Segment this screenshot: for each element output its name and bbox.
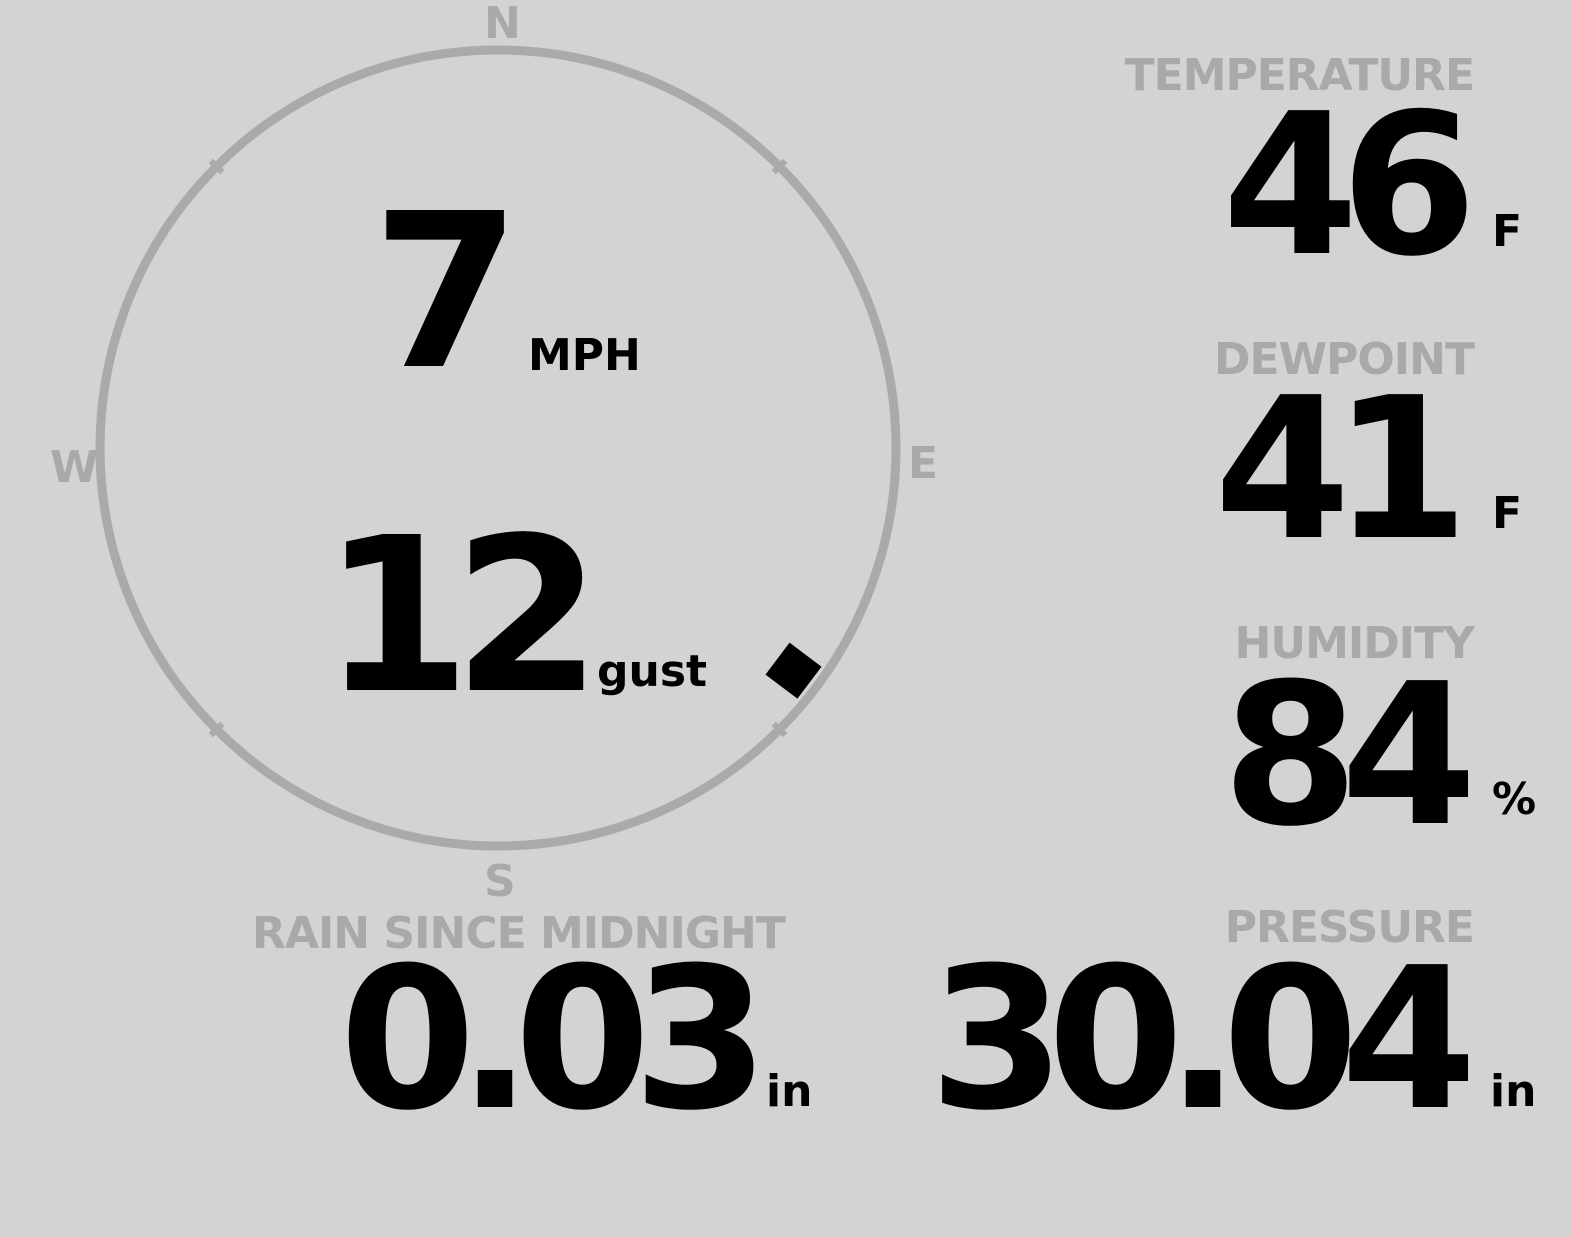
temperature-value: 46 (1222, 72, 1477, 300)
dewpoint-label: DEWPOINT (1214, 334, 1475, 385)
humidity-value: 84 (1222, 642, 1477, 870)
compass-tick (771, 721, 788, 738)
pressure-label: PRESSURE (1224, 902, 1475, 953)
wind-gust-unit: gust (597, 646, 708, 697)
humidity-label: HUMIDITY (1234, 618, 1475, 669)
wind-gust-value: 12 (322, 492, 602, 741)
rain-label: RAIN SINCE MIDNIGHT (252, 908, 786, 959)
compass-w: W (50, 442, 99, 493)
dewpoint-value: 41 (1214, 356, 1469, 584)
dewpoint-unit: F (1492, 488, 1523, 539)
compass-s: S (484, 856, 516, 907)
compass-tick (771, 158, 788, 175)
wind-speed-value: 7 (372, 168, 521, 417)
temperature-unit: F (1492, 206, 1523, 257)
compass-tick (208, 158, 225, 175)
pressure-unit: in (1490, 1066, 1537, 1117)
pressure-value: 30.04 (929, 926, 1477, 1154)
compass-ring (95, 45, 901, 851)
compass-n: N (484, 0, 521, 49)
rain-unit: in (766, 1066, 813, 1117)
humidity-unit: % (1492, 774, 1537, 825)
wind-direction-marker (765, 642, 822, 699)
temperature-label: TEMPERATURE (1124, 50, 1475, 101)
compass-tick (208, 721, 225, 738)
compass-e: E (908, 438, 939, 489)
rain-value: 0.03 (339, 926, 769, 1154)
wind-speed-unit: MPH (528, 330, 641, 381)
